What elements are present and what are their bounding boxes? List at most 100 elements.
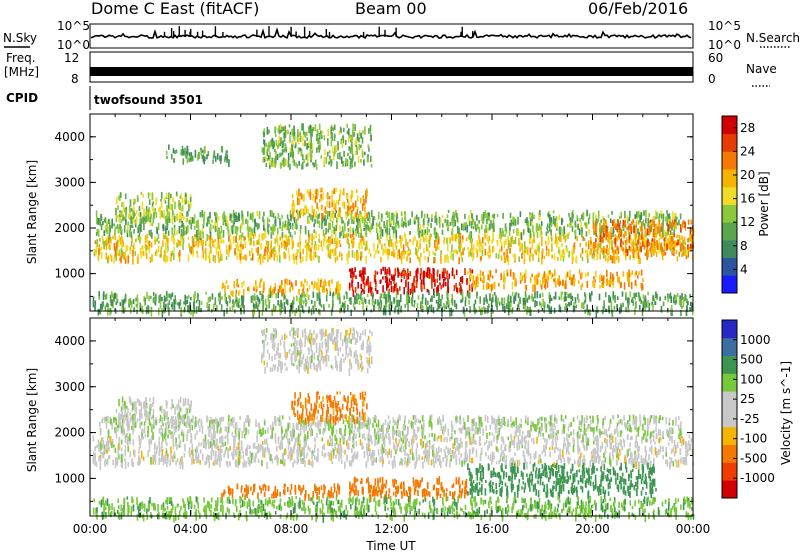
data-cell (524, 218, 527, 222)
data-cell (263, 219, 265, 225)
data-cell (483, 212, 485, 220)
data-cell (367, 157, 369, 163)
data-cell (339, 232, 341, 239)
data-cell (650, 226, 652, 232)
data-cell (238, 214, 241, 222)
data-cell (254, 296, 256, 301)
data-cell (235, 289, 238, 294)
data-cell (422, 276, 425, 285)
data-cell (480, 256, 482, 261)
data-cell (596, 234, 599, 239)
data-cell (318, 220, 321, 228)
data-cell (521, 438, 523, 445)
data-cell (370, 454, 372, 461)
data-cell (307, 445, 309, 451)
data-cell (674, 222, 677, 229)
data-cell (527, 307, 530, 313)
data-cell (229, 233, 232, 237)
data-cell (195, 300, 198, 304)
data-cell (565, 273, 567, 282)
data-cell (335, 187, 338, 193)
data-cell (187, 236, 190, 240)
data-cell (377, 244, 379, 249)
data-cell (611, 448, 614, 457)
data-cell (402, 250, 404, 256)
data-cell (136, 294, 139, 301)
data-cell (602, 237, 604, 244)
data-cell (351, 233, 354, 238)
data-cell (335, 200, 338, 204)
data-cell (321, 187, 324, 192)
data-cell (163, 301, 165, 309)
data-cell (667, 238, 669, 247)
data-cell (219, 231, 221, 240)
data-cell (516, 228, 518, 236)
data-cell (690, 233, 692, 240)
data-cell (225, 256, 228, 260)
data-cell (622, 271, 625, 277)
data-cell (449, 222, 452, 226)
data-cell (660, 210, 663, 216)
data-cell (277, 292, 279, 299)
data-cell (133, 201, 135, 206)
data-cell (236, 227, 238, 236)
data-cell (270, 232, 273, 239)
data-cell (657, 438, 660, 443)
data-cell (689, 234, 691, 242)
data-cell (225, 296, 227, 304)
data-cell (464, 268, 466, 276)
data-cell (180, 213, 182, 221)
data-cell (614, 234, 616, 238)
data-cell (666, 216, 668, 223)
data-cell (151, 232, 153, 239)
data-cell (133, 210, 135, 217)
data-cell (478, 227, 481, 234)
data-cell (360, 251, 363, 259)
data-cell (452, 253, 454, 261)
data-cell (438, 236, 440, 245)
data-cell (271, 139, 273, 147)
data-cell (129, 199, 132, 207)
data-cell (560, 235, 562, 242)
data-cell (378, 235, 380, 241)
data-cell (436, 271, 439, 277)
data-cell (292, 462, 294, 468)
data-cell (638, 295, 641, 302)
data-cell (424, 298, 427, 305)
data-cell (680, 224, 682, 232)
data-cell (573, 302, 575, 307)
data-cell (664, 252, 667, 256)
data-cell (532, 253, 534, 261)
data-cell (683, 248, 685, 255)
data-cell (128, 298, 130, 305)
data-cell (201, 210, 203, 217)
data-cell (594, 249, 597, 253)
data-cell (468, 284, 471, 291)
data-cell (156, 238, 158, 242)
data-cell (428, 291, 430, 295)
data-cell (212, 242, 215, 246)
data-cell (240, 309, 242, 315)
data-cell (601, 237, 603, 242)
data-cell (646, 253, 648, 261)
data-cell (279, 221, 281, 229)
data-cell (486, 282, 488, 290)
data-cell (523, 455, 526, 463)
data-cell (453, 234, 455, 241)
data-cell (199, 211, 202, 218)
data-cell (562, 228, 564, 237)
data-cell (366, 305, 368, 311)
data-cell (200, 301, 203, 305)
data-cell (218, 241, 220, 248)
data-cell (462, 306, 465, 314)
data-cell (669, 456, 671, 460)
data-cell (112, 301, 114, 309)
data-cell (291, 223, 294, 227)
data-cell (308, 284, 311, 289)
data-cell (428, 250, 431, 256)
data-cell (303, 194, 305, 202)
data-cell (101, 235, 104, 242)
data-cell (328, 196, 331, 200)
data-cell (177, 203, 180, 207)
data-cell (360, 132, 363, 139)
